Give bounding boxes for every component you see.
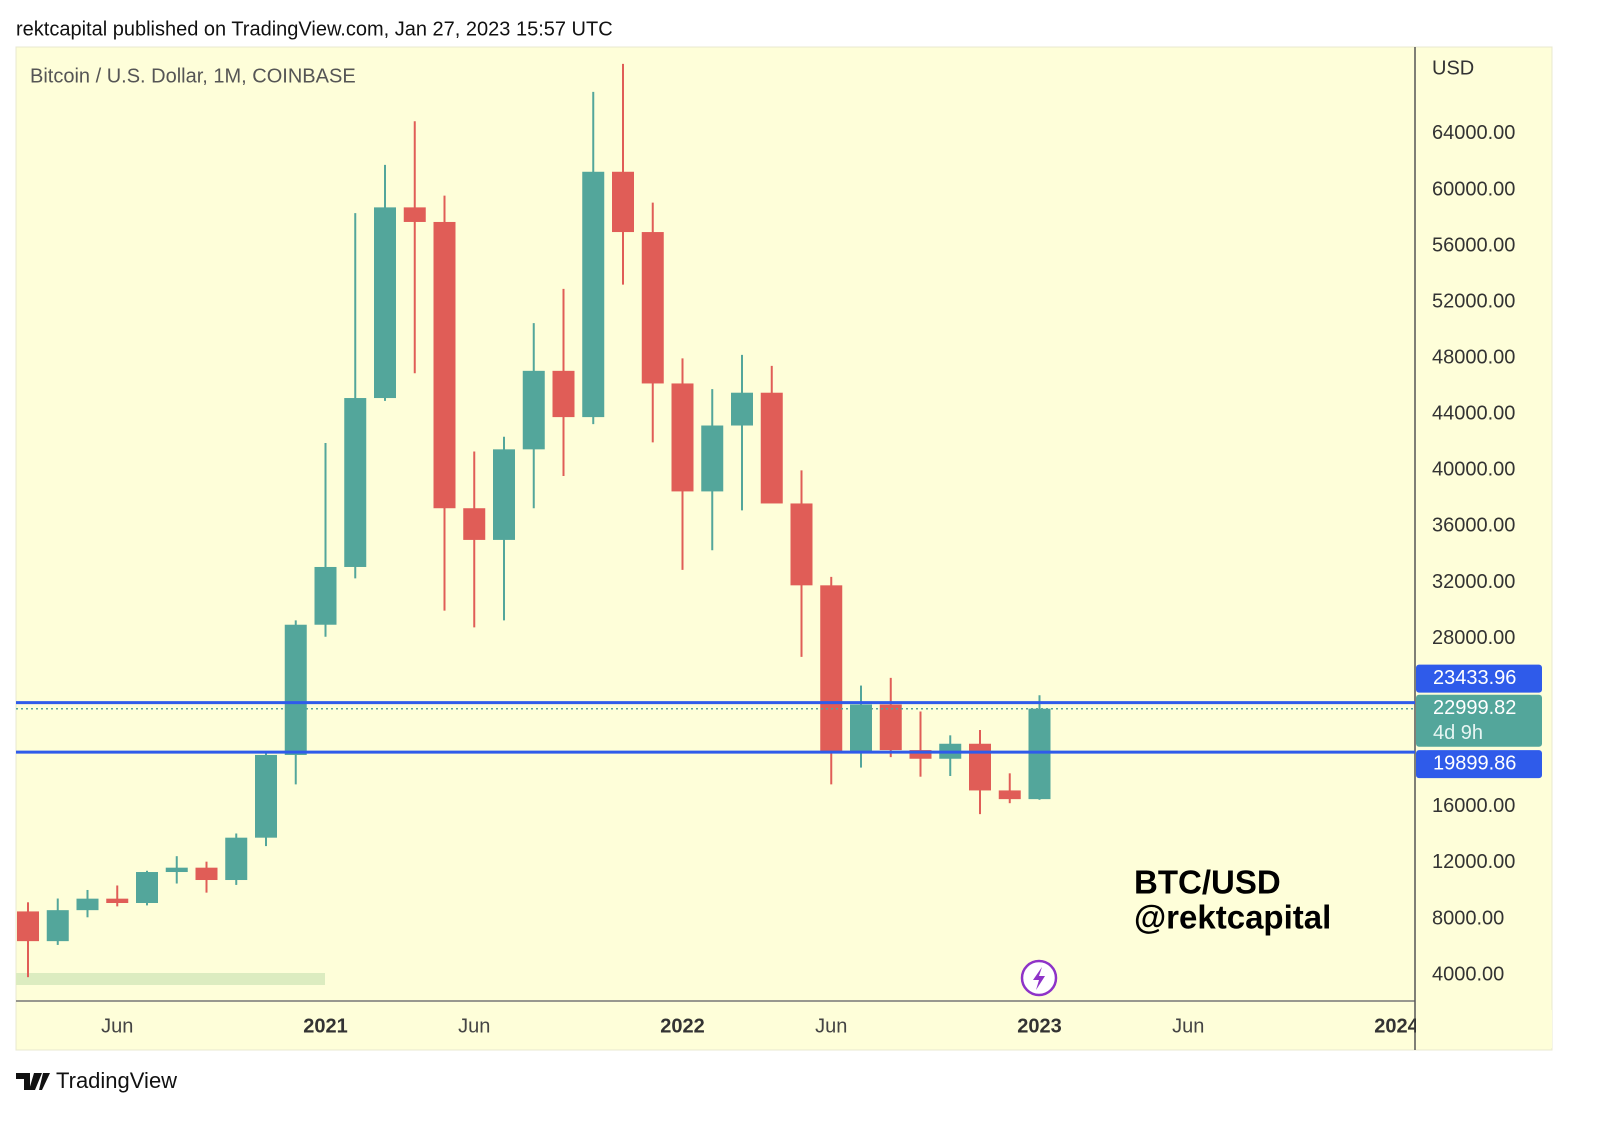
candle-body (225, 837, 248, 881)
footer-logo (16, 1073, 50, 1090)
last-price-label: 22999.82 (1433, 697, 1516, 719)
y-tick-label: 32000.00 (1432, 571, 1515, 593)
x-tick-label: 2022 (660, 1015, 705, 1037)
candle-body (17, 911, 39, 942)
candle-body (433, 221, 456, 509)
candle-body (790, 503, 813, 586)
icon-bolt (1033, 967, 1045, 990)
y-tick-label: 8000.00 (1432, 907, 1504, 929)
y-tick-label: 4000.00 (1432, 963, 1504, 985)
y-tick-label: 48000.00 (1432, 347, 1515, 369)
candle-body (314, 566, 337, 625)
x-tick-label: Jun (101, 1015, 133, 1037)
candle-body (582, 171, 605, 418)
y-tick-label: 40000.00 (1432, 459, 1515, 481)
candle-body (612, 171, 634, 233)
candle-body (701, 425, 724, 492)
footer: TradingView (56, 1068, 177, 1093)
logo-mark (16, 1073, 50, 1090)
y-axis-label: USD (1432, 57, 1474, 79)
candle-body (1028, 708, 1051, 800)
level-label-box (1416, 750, 1542, 779)
candle-body (671, 383, 694, 492)
x-tick-label: Jun (458, 1015, 490, 1037)
candle-body (76, 898, 99, 911)
x-tick-label: 2024 (1374, 1015, 1419, 1037)
axis-mask (1416, 1010, 1552, 1048)
lightning-icon[interactable] (1020, 959, 1058, 997)
level-label: 23433.96 (1433, 667, 1516, 689)
candle-body (284, 624, 307, 755)
candle-body (374, 207, 396, 399)
candle-body (463, 508, 486, 540)
candle-body (998, 790, 1021, 800)
x-tick-label: 2021 (303, 1015, 348, 1037)
last-price-box (1416, 694, 1542, 747)
candle-body (760, 392, 783, 504)
candle-body (255, 754, 277, 838)
x-tick-label: Jun (815, 1015, 847, 1037)
chart-title: Bitcoin / U.S. Dollar, 1M, COINBASE (30, 65, 356, 87)
y-tick-label: 36000.00 (1432, 515, 1515, 537)
candle-body (850, 704, 872, 752)
header: rektcapital published on TradingView.com… (16, 18, 613, 40)
candle-body (195, 867, 218, 881)
level-label-box (1416, 664, 1542, 693)
y-tick-label: 56000.00 (1432, 234, 1515, 256)
candle-body (165, 867, 188, 873)
decoration-bar (16, 973, 325, 985)
y-tick-label: 16000.00 (1432, 795, 1515, 817)
candle-body (641, 232, 664, 384)
y-tick-label: 64000.00 (1432, 122, 1515, 144)
candle-body (46, 910, 69, 942)
candle-body (909, 750, 932, 759)
candle-body (879, 704, 902, 751)
candle-body (344, 398, 367, 567)
watermark: BTC/USD (1134, 864, 1281, 901)
candle-body (493, 449, 515, 540)
x-tick-label: Jun (1172, 1015, 1204, 1037)
y-tick-label: 28000.00 (1432, 627, 1515, 649)
candle-body (969, 743, 991, 791)
y-tick-label: 60000.00 (1432, 178, 1515, 200)
candle-body (106, 898, 129, 904)
candle-body (522, 370, 545, 450)
candles (17, 63, 1051, 978)
countdown-label: 4d 9h (1433, 722, 1483, 744)
level-label: 19899.86 (1433, 752, 1516, 774)
candle-body (136, 872, 158, 904)
watermark: @rektcapital (1134, 899, 1331, 936)
y-tick-label: 52000.00 (1432, 290, 1515, 312)
y-tick-label: 44000.00 (1432, 403, 1515, 425)
candle-body (403, 207, 426, 222)
candle-body (731, 392, 753, 426)
x-tick-label: 2023 (1017, 1015, 1062, 1037)
candle-body (820, 585, 843, 752)
y-tick-label: 12000.00 (1432, 851, 1515, 873)
chart-panel (15, 46, 1553, 1051)
candle-body (552, 370, 575, 418)
